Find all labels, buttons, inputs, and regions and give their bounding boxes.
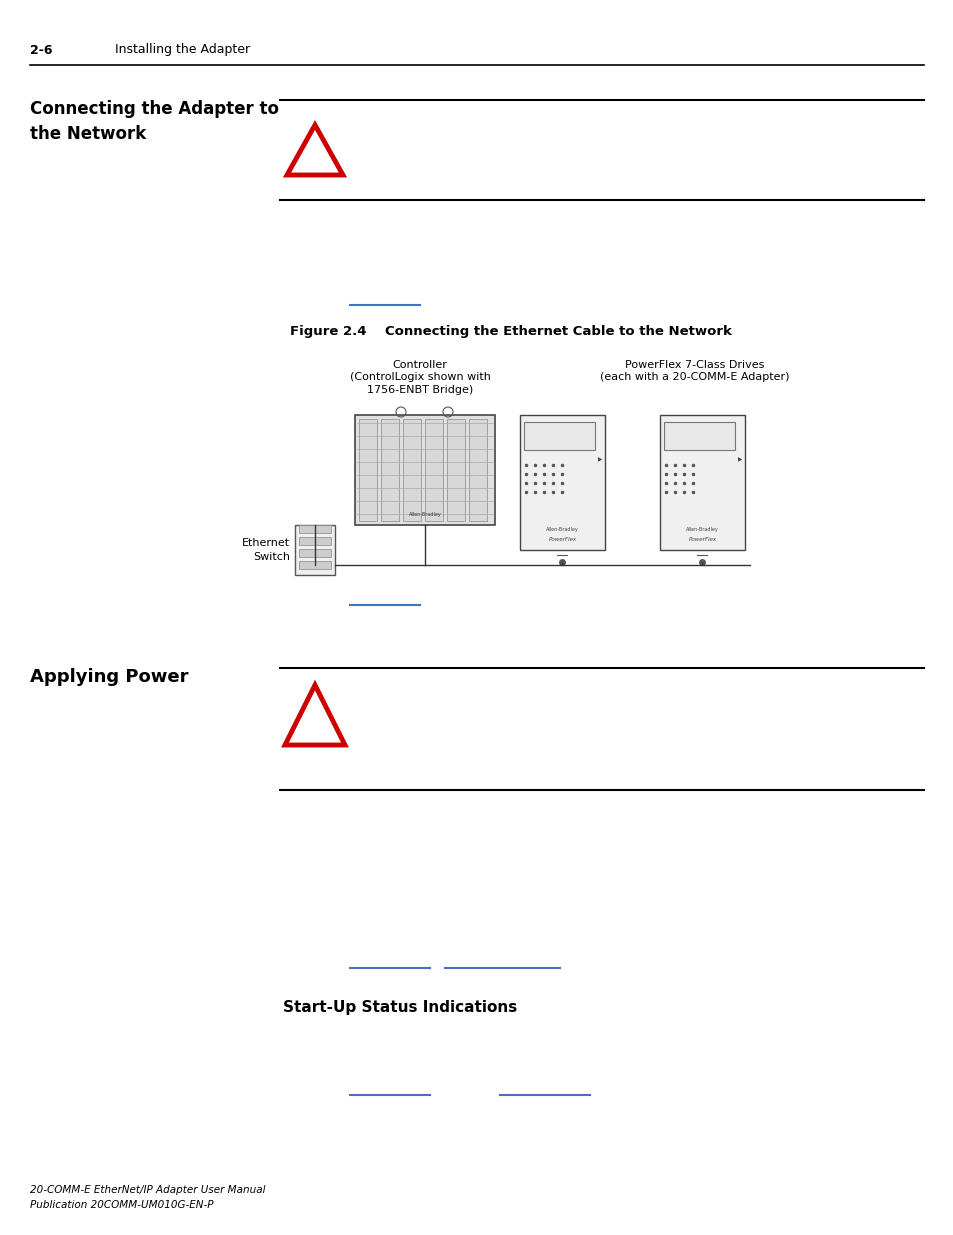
Text: ▶: ▶ [737, 457, 741, 462]
FancyBboxPatch shape [298, 561, 331, 569]
Text: ▶: ▶ [598, 457, 601, 462]
Text: Connecting the Adapter to
the Network: Connecting the Adapter to the Network [30, 100, 278, 143]
FancyBboxPatch shape [424, 419, 442, 521]
Text: Start-Up Status Indications: Start-Up Status Indications [283, 1000, 517, 1015]
FancyBboxPatch shape [659, 415, 744, 550]
FancyBboxPatch shape [380, 419, 398, 521]
FancyBboxPatch shape [298, 550, 331, 557]
Text: PowerFlex: PowerFlex [688, 537, 716, 542]
FancyBboxPatch shape [469, 419, 486, 521]
FancyBboxPatch shape [294, 525, 335, 576]
Text: Applying Power: Applying Power [30, 668, 189, 685]
FancyBboxPatch shape [358, 419, 376, 521]
Text: Installing the Adapter: Installing the Adapter [115, 43, 250, 57]
Text: 2-6: 2-6 [30, 43, 52, 57]
Text: Allen-Bradley: Allen-Bradley [545, 527, 578, 532]
FancyBboxPatch shape [355, 415, 495, 525]
FancyBboxPatch shape [519, 415, 604, 550]
FancyBboxPatch shape [298, 525, 331, 534]
Text: PowerFlex 7-Class Drives
(each with a 20-COMM-E Adapter): PowerFlex 7-Class Drives (each with a 20… [599, 359, 789, 383]
Text: 20-COMM-E EtherNet/IP Adapter User Manual: 20-COMM-E EtherNet/IP Adapter User Manua… [30, 1186, 265, 1195]
Text: Controller
(ControlLogix shown with
1756-ENBT Bridge): Controller (ControlLogix shown with 1756… [349, 359, 490, 395]
Text: Ethernet
Switch: Ethernet Switch [242, 538, 290, 562]
FancyBboxPatch shape [298, 537, 331, 545]
FancyBboxPatch shape [523, 422, 595, 450]
Text: Allen-Bradley: Allen-Bradley [408, 513, 441, 517]
FancyBboxPatch shape [663, 422, 734, 450]
FancyBboxPatch shape [402, 419, 420, 521]
Text: Allen-Bradley: Allen-Bradley [685, 527, 719, 532]
Text: Figure 2.4    Connecting the Ethernet Cable to the Network: Figure 2.4 Connecting the Ethernet Cable… [290, 325, 731, 338]
Text: Publication 20COMM-UM010G-EN-P: Publication 20COMM-UM010G-EN-P [30, 1200, 213, 1210]
Text: PowerFlex: PowerFlex [548, 537, 576, 542]
FancyBboxPatch shape [447, 419, 464, 521]
